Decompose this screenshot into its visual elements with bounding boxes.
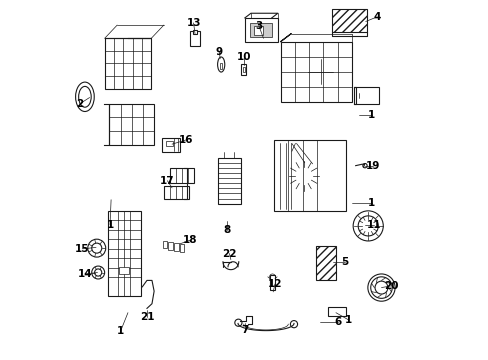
- Bar: [241, 64, 245, 75]
- Circle shape: [362, 163, 366, 168]
- Circle shape: [330, 310, 335, 314]
- Bar: [169, 168, 194, 183]
- Text: 1: 1: [367, 198, 375, 208]
- Circle shape: [124, 247, 133, 256]
- Text: 15: 15: [75, 244, 89, 254]
- Text: 12: 12: [267, 279, 282, 289]
- Bar: [168, 242, 173, 249]
- Bar: [119, 267, 129, 274]
- Bar: [353, 87, 379, 104]
- Text: 9: 9: [215, 46, 223, 57]
- Text: 10: 10: [236, 52, 250, 62]
- Text: 17: 17: [160, 176, 174, 186]
- Text: 11: 11: [366, 220, 381, 230]
- Bar: [218, 158, 240, 204]
- Bar: [174, 243, 178, 251]
- Text: 2: 2: [76, 99, 83, 109]
- Circle shape: [118, 39, 131, 52]
- Circle shape: [234, 319, 242, 326]
- Bar: [316, 246, 335, 280]
- Circle shape: [88, 239, 105, 257]
- Bar: [242, 67, 244, 72]
- Text: 4: 4: [373, 12, 380, 22]
- Text: 1: 1: [344, 315, 351, 325]
- Bar: [108, 211, 141, 296]
- Ellipse shape: [76, 82, 94, 112]
- Circle shape: [290, 320, 297, 328]
- Circle shape: [124, 224, 133, 233]
- Bar: [328, 307, 345, 316]
- Text: 19: 19: [365, 161, 379, 171]
- Circle shape: [92, 266, 104, 279]
- Bar: [280, 41, 351, 102]
- Circle shape: [370, 277, 391, 298]
- Text: 1: 1: [117, 325, 124, 336]
- Bar: [250, 23, 272, 37]
- Text: 22: 22: [222, 248, 236, 258]
- Text: 16: 16: [179, 135, 193, 145]
- Text: 1: 1: [106, 220, 113, 230]
- Circle shape: [191, 40, 198, 46]
- Bar: [164, 186, 188, 199]
- Text: 14: 14: [78, 269, 92, 279]
- Text: 7: 7: [241, 325, 248, 335]
- Text: 8: 8: [223, 225, 230, 235]
- Circle shape: [338, 308, 342, 312]
- Bar: [273, 140, 346, 211]
- Ellipse shape: [217, 57, 224, 72]
- Circle shape: [301, 53, 339, 90]
- Circle shape: [269, 274, 275, 280]
- Bar: [192, 30, 197, 35]
- Text: 1: 1: [367, 111, 375, 121]
- Bar: [244, 18, 277, 42]
- Bar: [190, 31, 200, 45]
- Text: 13: 13: [186, 18, 201, 28]
- Bar: [180, 244, 184, 252]
- Bar: [220, 63, 222, 69]
- Circle shape: [116, 247, 125, 256]
- Text: 18: 18: [183, 235, 197, 245]
- Bar: [104, 39, 151, 89]
- Bar: [162, 240, 167, 248]
- Text: 5: 5: [341, 257, 348, 267]
- Bar: [331, 9, 366, 32]
- Bar: [162, 138, 180, 152]
- Bar: [269, 275, 274, 290]
- Text: 20: 20: [384, 281, 398, 291]
- Bar: [165, 141, 172, 146]
- Text: 3: 3: [255, 21, 262, 31]
- Circle shape: [280, 152, 326, 199]
- Bar: [109, 104, 154, 145]
- Text: 6: 6: [333, 317, 341, 327]
- Circle shape: [352, 211, 383, 241]
- Circle shape: [116, 224, 125, 233]
- Text: 21: 21: [140, 312, 154, 322]
- Bar: [253, 26, 262, 35]
